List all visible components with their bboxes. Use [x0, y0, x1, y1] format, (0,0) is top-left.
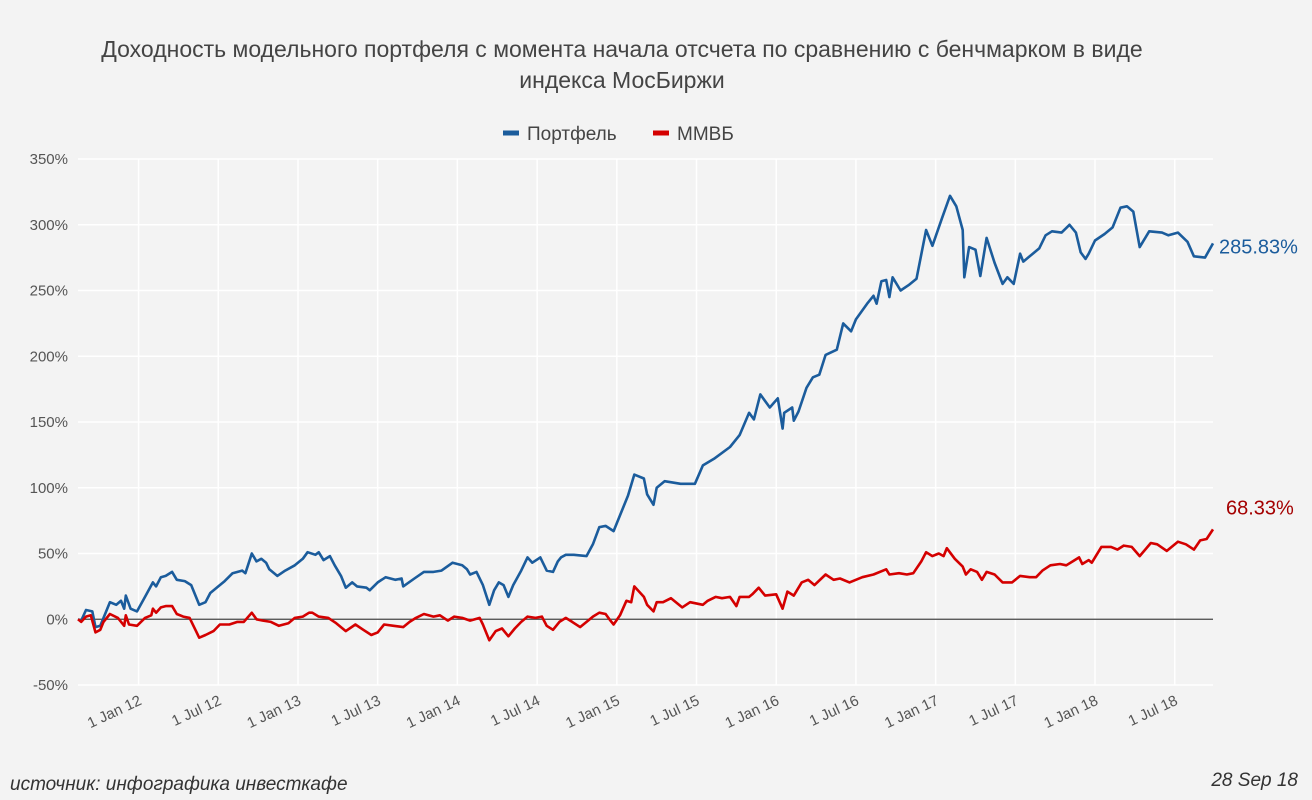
- series-lines: [77, 194, 1215, 642]
- series-line-micex: [77, 528, 1215, 642]
- chart-date: 28 Sep 18: [1210, 770, 1298, 791]
- y-tick-label: 150%: [30, 414, 68, 431]
- y-tick-label: 350%: [30, 151, 68, 168]
- y-tick-label: 100%: [30, 480, 68, 497]
- portfolio-end-label: 285.83%: [1219, 236, 1298, 258]
- y-axis: -50% 0% 50% 100% 150% 200% 250% 300% 350%: [30, 151, 68, 694]
- y-tick-label: 200%: [30, 348, 68, 365]
- legend-label-micex: ММВБ: [677, 124, 734, 145]
- micex-end-label: 68.33%: [1226, 497, 1294, 519]
- y-tick-label: -50%: [33, 677, 68, 694]
- chart-title-line-1: Доходность модельного портфеля с момента…: [101, 36, 1142, 62]
- y-tick-label: 50%: [38, 546, 68, 563]
- y-tick-label: 300%: [30, 217, 68, 234]
- y-tick-label: 0%: [46, 611, 68, 628]
- source-note: источник: инфографика инвесткафе: [10, 774, 348, 795]
- legend-label-portfolio: Портфель: [527, 124, 617, 145]
- chart-title-line-2: индекса МосБиржи: [519, 67, 724, 93]
- series-line-portfolio: [77, 194, 1215, 629]
- y-tick-label: 250%: [30, 283, 68, 300]
- legend: Портфель ММВБ: [503, 124, 734, 145]
- grid: [78, 158, 1213, 686]
